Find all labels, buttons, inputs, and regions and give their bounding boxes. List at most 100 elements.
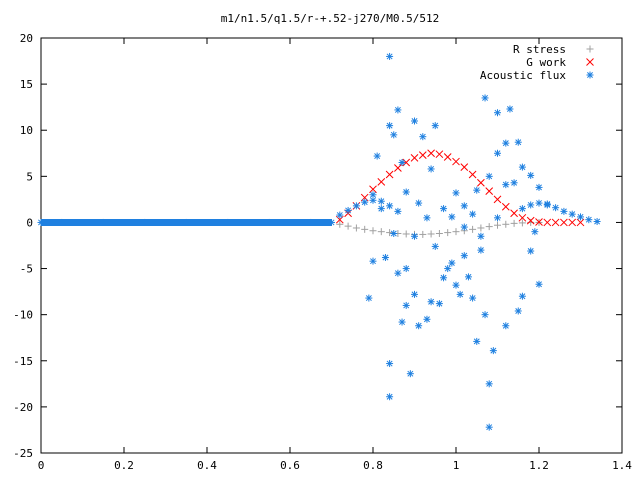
data-point-stroke xyxy=(585,216,592,223)
data-point xyxy=(485,172,493,180)
data-point xyxy=(477,232,485,240)
legend-label: Acoustic flux xyxy=(480,69,566,82)
data-point xyxy=(419,133,427,141)
data-point xyxy=(452,281,460,289)
data-point xyxy=(535,280,543,288)
data-point-stroke xyxy=(485,187,494,195)
data-point xyxy=(411,117,418,125)
data-point xyxy=(485,423,493,431)
data-point-stroke xyxy=(519,164,526,171)
data-point xyxy=(394,207,402,215)
data-point-stroke xyxy=(568,218,577,227)
data-point xyxy=(502,220,510,228)
data-point xyxy=(460,223,468,231)
data-point-stroke xyxy=(473,187,480,194)
y-tick-label: -10 xyxy=(13,309,33,322)
data-point xyxy=(518,219,526,227)
data-point-stroke xyxy=(502,322,509,329)
data-point-stroke xyxy=(482,94,489,101)
data-point xyxy=(336,220,344,228)
data-point xyxy=(344,206,352,214)
data-point-stroke xyxy=(453,282,459,289)
data-point xyxy=(415,322,423,330)
data-point xyxy=(577,213,584,221)
data-point xyxy=(518,292,526,300)
data-point xyxy=(460,163,469,171)
plot-frame xyxy=(40,37,623,454)
data-point xyxy=(477,224,485,232)
data-point-stroke xyxy=(536,184,542,191)
data-point-stroke xyxy=(399,159,406,166)
data-point xyxy=(361,198,369,206)
data-point xyxy=(431,242,439,250)
data-point-stroke xyxy=(394,208,401,215)
data-point-stroke xyxy=(494,109,501,116)
data-point xyxy=(402,230,410,238)
data-point-stroke xyxy=(519,205,526,212)
x-tick-label: 1 xyxy=(453,459,460,472)
data-point xyxy=(526,216,535,225)
data-point-stroke xyxy=(411,233,418,240)
legend-marker-stroke xyxy=(587,72,593,78)
y-tick-label: 0 xyxy=(26,216,33,229)
y-tick-label: 10 xyxy=(20,124,33,137)
data-point xyxy=(510,219,518,227)
data-point-stroke xyxy=(506,106,513,112)
data-point-stroke xyxy=(382,254,389,261)
data-point xyxy=(469,210,477,218)
data-point-stroke xyxy=(448,260,455,267)
chart-title: m1/n1.5/q1.5/r-+.52-j270/M0.5/512 xyxy=(221,12,440,25)
data-point xyxy=(452,189,460,197)
data-point-stroke xyxy=(461,224,468,231)
data-point xyxy=(402,265,410,273)
data-point xyxy=(543,200,551,208)
data-point-stroke xyxy=(394,164,402,172)
data-point-stroke xyxy=(386,360,393,367)
data-point-stroke xyxy=(477,247,484,254)
data-point-stroke xyxy=(403,302,410,309)
data-point-stroke xyxy=(386,122,393,129)
data-point xyxy=(419,230,427,238)
data-point xyxy=(585,216,593,224)
data-point-stroke xyxy=(560,208,567,215)
data-point xyxy=(494,109,501,117)
data-point-stroke xyxy=(473,338,480,345)
data-point xyxy=(510,209,518,218)
x-tick-label: 0 xyxy=(38,459,45,472)
data-point-stroke xyxy=(486,380,493,387)
legend-marker-stroke xyxy=(586,58,594,66)
data-point xyxy=(568,218,577,227)
x-tick-label: 0.2 xyxy=(114,459,134,472)
data-point-stroke xyxy=(386,202,393,209)
data-point-stroke xyxy=(353,202,360,209)
data-point xyxy=(369,257,377,265)
data-point xyxy=(444,265,452,273)
data-point xyxy=(560,218,568,227)
data-point-stroke xyxy=(432,122,439,129)
data-point xyxy=(344,222,352,230)
data-point-stroke xyxy=(457,291,464,298)
data-point xyxy=(460,202,468,210)
data-point xyxy=(477,246,485,254)
data-point xyxy=(435,150,444,159)
data-point-stroke xyxy=(468,170,477,179)
data-point-stroke xyxy=(535,218,543,226)
data-point-stroke xyxy=(336,212,343,219)
data-point xyxy=(460,252,468,260)
data-point xyxy=(377,228,385,236)
data-point xyxy=(560,207,568,215)
data-point xyxy=(440,205,448,213)
data-point-stroke xyxy=(527,248,534,255)
data-point xyxy=(390,131,398,139)
data-point-stroke xyxy=(428,298,435,305)
x-tick-label: 0.4 xyxy=(197,459,217,472)
data-point-stroke xyxy=(577,213,584,220)
data-point-stroke xyxy=(515,307,522,314)
data-point-stroke xyxy=(465,273,472,280)
data-point xyxy=(518,205,526,213)
data-point xyxy=(464,273,472,281)
data-point-stroke xyxy=(569,211,576,218)
data-point xyxy=(398,159,406,166)
data-point-stroke xyxy=(410,154,419,162)
